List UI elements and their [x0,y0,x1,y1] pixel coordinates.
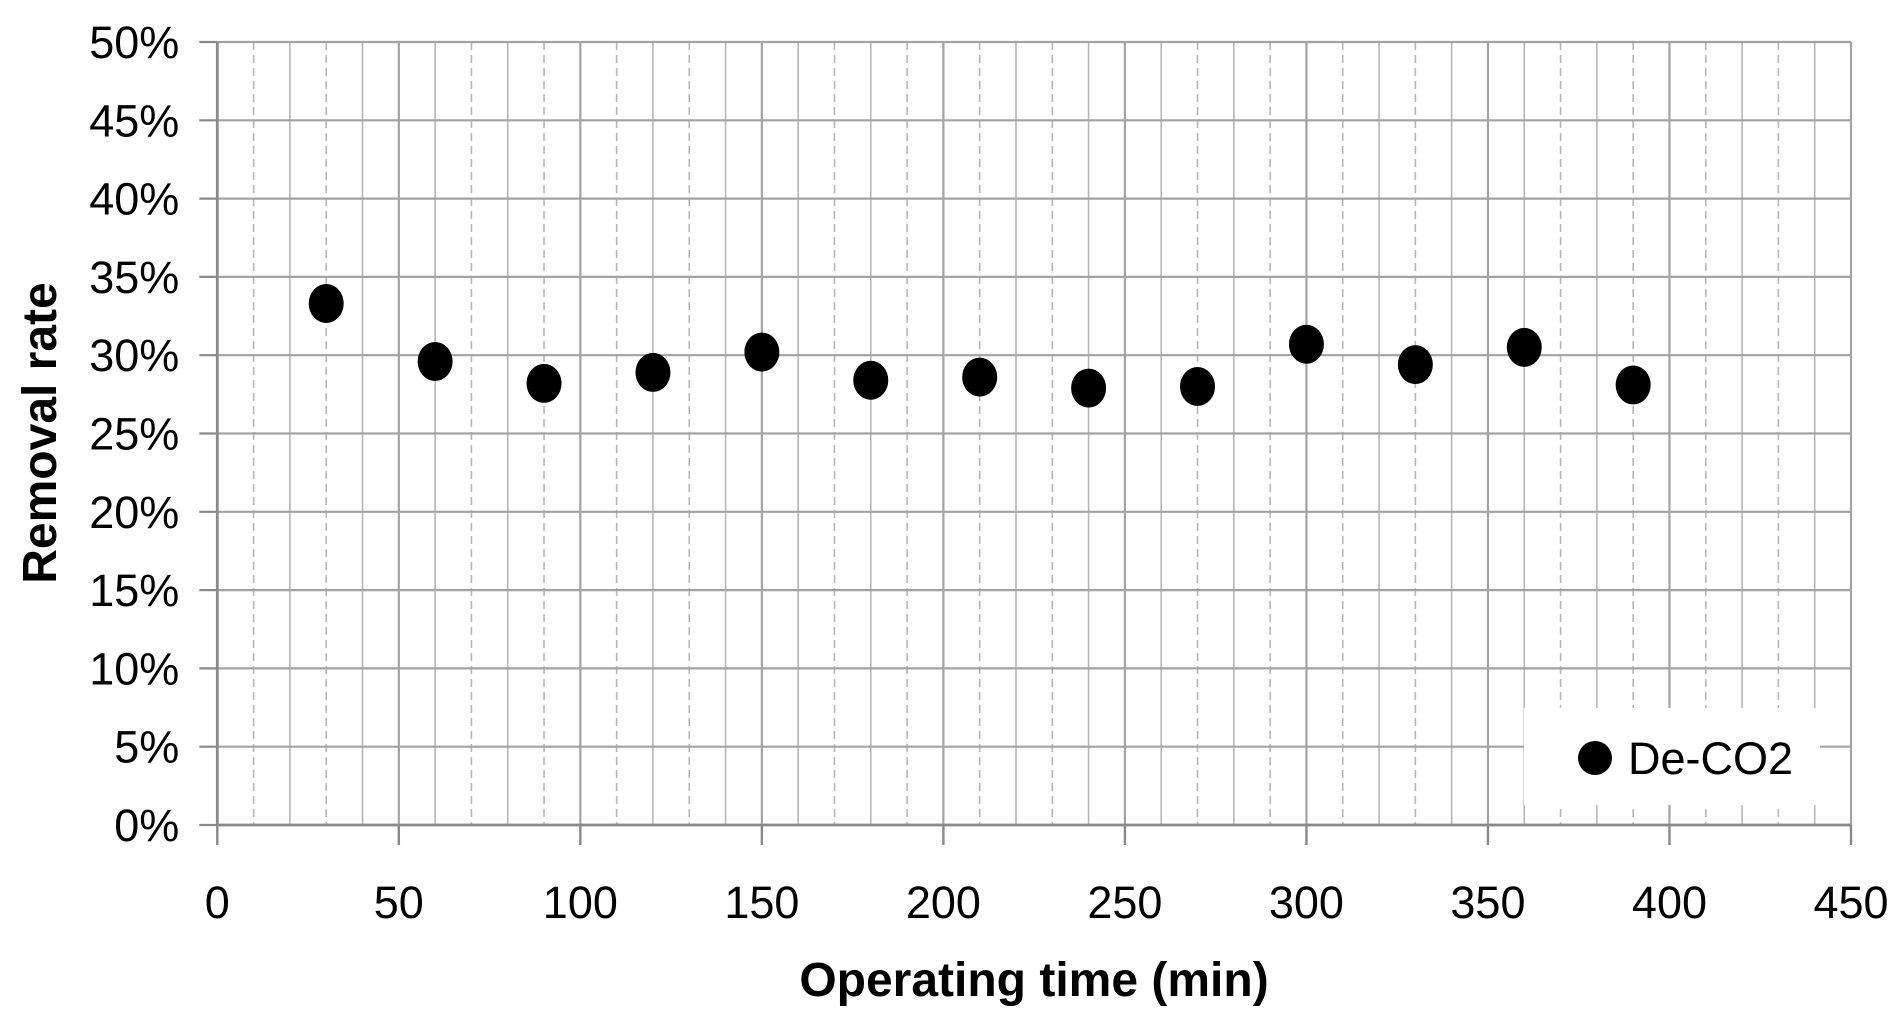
y-tick-label: 0% [114,800,179,851]
y-tick-label: 30% [89,330,179,381]
legend-label: De-CO2 [1628,733,1793,784]
x-tick-label: 400 [1632,877,1707,928]
data-point [526,363,562,403]
data-point [635,352,671,392]
y-tick-label: 15% [89,565,179,616]
data-point [853,360,889,400]
y-tick-label: 25% [89,409,179,460]
y-tick-labels: 0% 5% 10% 15% 20% 25% 30% 35% 40% 45% 50% [89,17,179,851]
x-tick-label: 0 [205,877,230,928]
y-tick-label: 50% [89,17,179,68]
axis-tick-marks [199,40,1853,845]
data-point [308,284,344,324]
data-point [1397,345,1433,385]
x-tick-label: 250 [1087,877,1162,928]
x-tick-label: 450 [1813,877,1888,928]
legend-box [1524,708,1820,805]
data-point [1071,368,1107,408]
data-point [417,341,453,381]
x-tick-label: 100 [543,877,618,928]
data-point [744,332,780,372]
major-horizontal-gridlines [217,40,1851,827]
y-tick-label: 40% [89,174,179,225]
y-axis-title: Removal rate [14,282,67,583]
x-tick-label: 50 [374,877,424,928]
y-tick-label: 10% [89,643,179,694]
y-tick-label: 5% [114,722,179,773]
x-tick-label: 150 [724,877,799,928]
legend: De-CO2 [1524,708,1820,805]
data-point [1180,367,1216,407]
data-points [308,284,1651,408]
x-tick-label: 350 [1450,877,1525,928]
y-tick-label: 20% [89,487,179,538]
legend-marker-icon [1578,741,1612,775]
y-tick-label: 45% [89,95,179,146]
x-tick-label: 300 [1269,877,1344,928]
x-tick-label: 200 [906,877,981,928]
x-axis-title: Operating time (min) [799,954,1268,1007]
data-point [1506,327,1542,367]
data-point [962,357,998,397]
y-tick-label: 35% [89,252,179,303]
data-point [1288,324,1324,364]
x-tick-labels: 0 50 100 150 200 250 300 350 400 450 [205,877,1889,928]
data-point [1615,365,1651,405]
